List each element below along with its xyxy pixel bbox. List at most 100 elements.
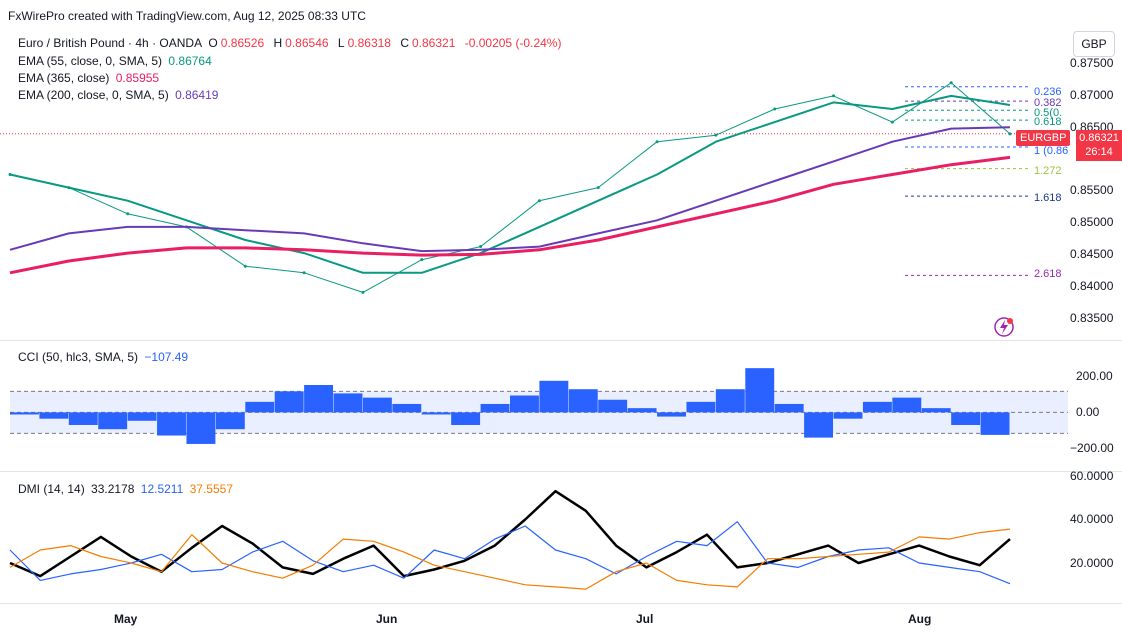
cci-bar — [333, 393, 363, 413]
cci-label: CCI (50, hlc3, SMA, 5) — [18, 350, 139, 364]
symbol-legend[interactable]: Euro / British Pound · 4h · OANDA O 0.865… — [18, 36, 564, 50]
price-point — [949, 81, 953, 85]
last-price-tag: EURGBP 0.86321 26:14 — [1016, 130, 1122, 161]
price-tick: 0.85000 — [1070, 215, 1114, 229]
price-point — [1008, 132, 1012, 136]
cci-bar — [510, 395, 539, 413]
price-point — [773, 107, 777, 111]
price-tick: 0.83500 — [1070, 311, 1114, 325]
price-point — [596, 186, 600, 190]
price-tick: 0.85500 — [1070, 183, 1114, 197]
cci-bar — [451, 412, 481, 425]
cci-bar — [921, 408, 951, 413]
cci-bar — [715, 389, 745, 413]
ema-55-line — [9, 94, 1011, 274]
ema200-value: 0.86419 — [175, 88, 219, 102]
ohlc-low: 0.86318 — [347, 36, 391, 50]
dmi-adx-value: 33.2178 — [91, 482, 135, 496]
x-label-may: May — [114, 612, 138, 626]
dmi-adx-line — [9, 489, 1011, 578]
cci-legend[interactable]: CCI (50, hlc3, SMA, 5) −107.49 — [18, 350, 191, 364]
fib-label-1: 1 (0.86 — [1034, 145, 1069, 157]
ema365-label: EMA (365, close) — [18, 71, 110, 85]
ema55-value: 0.86764 — [168, 54, 212, 68]
cci-tick: 200.00 — [1076, 369, 1113, 383]
ema365-legend[interactable]: EMA (365, close) 0.85955 — [18, 71, 162, 85]
cci-bar — [421, 412, 451, 415]
price-point — [420, 258, 424, 262]
ohlc-high: 0.86546 — [285, 36, 329, 50]
x-label-jul: Jul — [636, 612, 654, 626]
cci-value: −107.49 — [144, 350, 189, 364]
lightning-icon[interactable] — [993, 316, 1015, 338]
price-point — [832, 94, 836, 98]
price-tag-price: 0.86321 — [1079, 132, 1119, 144]
currency-button[interactable]: GBP — [1073, 31, 1115, 57]
cci-bar — [245, 401, 275, 413]
chart-header: FxWirePro created with TradingView.com, … — [8, 9, 366, 23]
pane-separator[interactable] — [0, 340, 1122, 341]
fib-label-1618: 1.618 — [1034, 192, 1062, 204]
fib-label-0618: 0.618 — [1034, 116, 1062, 128]
ema365-value: 0.85955 — [115, 71, 160, 85]
cci-bar — [98, 412, 128, 430]
cci-bar — [127, 412, 157, 421]
ohlc-high-label: H — [273, 36, 283, 50]
pane-separator[interactable] — [0, 471, 1122, 472]
dmi-tick: 60.0000 — [1070, 469, 1114, 483]
price-tick: 0.84000 — [1070, 279, 1114, 293]
dmi-label: DMI (14, 14) — [18, 482, 85, 496]
cci-bar — [745, 368, 775, 413]
fib-label-2618: 2.618 — [1034, 268, 1062, 280]
price-point — [361, 290, 365, 294]
dmi-plus-value: 12.5211 — [140, 482, 184, 496]
cci-bar — [833, 412, 863, 419]
x-label-jun: Jun — [376, 612, 398, 626]
ohlc-close-label: C — [400, 36, 409, 50]
ema55-label: EMA (55, close, 0, SMA, 5) — [18, 54, 163, 68]
cci-bar — [774, 403, 804, 413]
price-point — [302, 271, 306, 275]
price-tick: 0.84500 — [1070, 247, 1114, 261]
price-tag-countdown: 26:14 — [1085, 146, 1113, 158]
dmi-minus-di-line — [9, 528, 1011, 590]
cci-bar — [568, 389, 598, 413]
price-point — [890, 120, 894, 124]
ohlc-low-label: L — [337, 36, 345, 50]
ohlc-close: 0.86321 — [412, 36, 456, 50]
price-tag-value: 0.86321 26:14 — [1076, 130, 1122, 161]
fib-label-0382: 0.382 — [1034, 97, 1062, 109]
cci-bar — [392, 403, 422, 413]
ema55-legend[interactable]: EMA (55, close, 0, SMA, 5) 0.86764 — [18, 54, 215, 68]
symbol-title: Euro / British Pound · 4h · OANDA — [18, 36, 203, 50]
ohlc-open-label: O — [208, 36, 218, 50]
cci-bar — [951, 412, 981, 425]
price-point — [479, 245, 483, 249]
dmi-legend[interactable]: DMI (14, 14) 33.2178 12.5211 37.5557 — [18, 482, 236, 496]
price-tick: 0.87500 — [1070, 56, 1114, 70]
cci-bar — [657, 412, 686, 417]
ema200-legend[interactable]: EMA (200, close, 0, SMA, 5) 0.86419 — [18, 88, 221, 102]
cci-bar — [68, 412, 98, 425]
cci-bar — [362, 397, 392, 413]
dmi-minus-value: 37.5557 — [189, 482, 233, 496]
cci-bar — [539, 380, 569, 413]
cci-bar — [215, 412, 245, 430]
ema-200-line — [9, 126, 1011, 253]
ohlc-open: 0.86526 — [220, 36, 265, 50]
fib-label-1272: 1.272 — [1034, 165, 1062, 177]
cci-bar — [186, 412, 216, 444]
cci-bar — [862, 401, 892, 413]
dmi-tick: 20.0000 — [1070, 556, 1114, 570]
cci-bar — [39, 412, 69, 419]
fib-label-0236: 0.236 — [1034, 86, 1062, 98]
cci-bar — [627, 408, 657, 413]
cci-bar — [304, 385, 334, 413]
price-point — [655, 140, 659, 144]
cci-tick: −200.00 — [1070, 441, 1114, 455]
x-label-aug: Aug — [908, 612, 932, 626]
cci-bar — [480, 403, 510, 413]
cci-bar — [980, 412, 1010, 435]
price-point — [714, 133, 718, 137]
